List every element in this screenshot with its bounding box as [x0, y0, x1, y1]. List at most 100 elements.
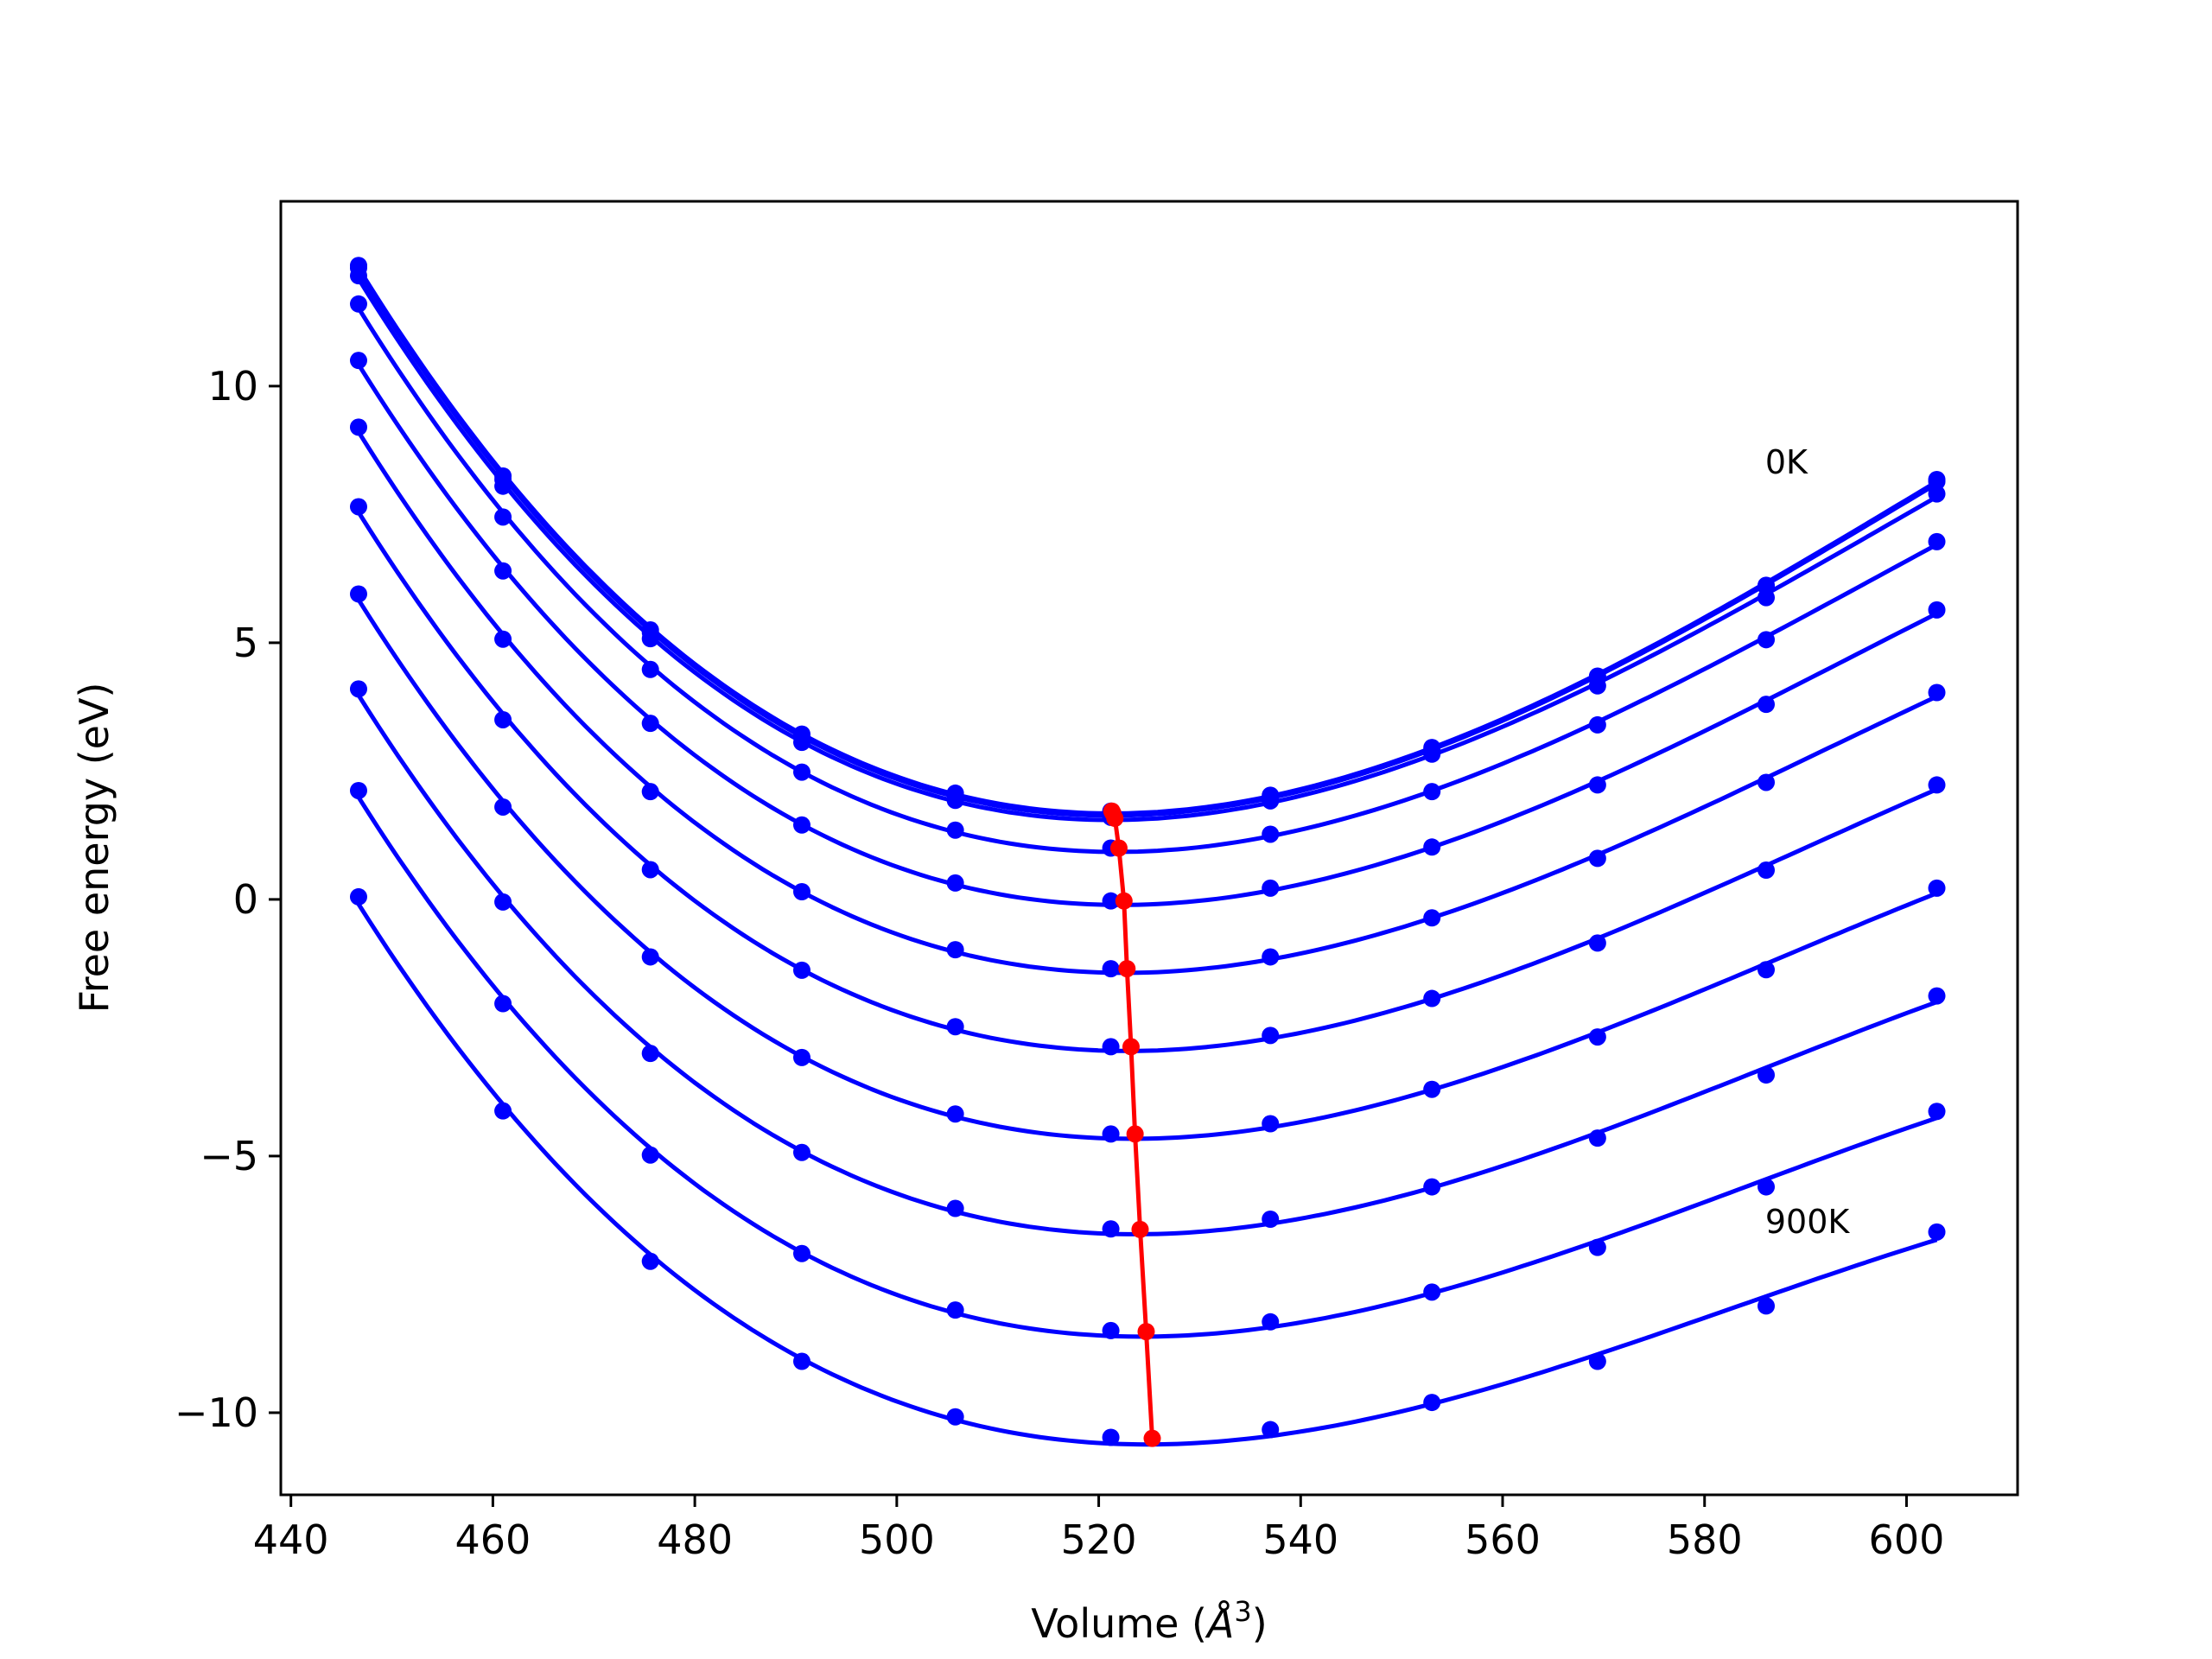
data-point: [641, 861, 659, 879]
data-point: [1758, 631, 1776, 649]
series-line: [356, 598, 1938, 1141]
data-point: [1758, 1178, 1776, 1196]
data-point: [1758, 961, 1776, 979]
minimum-point: [1137, 1323, 1155, 1341]
data-point: [1262, 879, 1280, 897]
data-point: [641, 783, 659, 801]
data-point: [1102, 1428, 1120, 1446]
data-point: [1928, 776, 1946, 794]
data-point: [1928, 879, 1946, 897]
data-point: [1262, 825, 1280, 843]
x-tick-label: 480: [657, 1516, 733, 1563]
x-tick-label: 440: [253, 1516, 329, 1563]
x-tick-label: 580: [1667, 1516, 1743, 1563]
y-tick-label: −10: [175, 1389, 258, 1436]
data-point: [946, 941, 964, 959]
data-point: [349, 498, 367, 516]
series-group: [349, 257, 1946, 1447]
x-axis-label-text: Volume (: [1031, 1600, 1207, 1647]
data-point: [349, 680, 367, 698]
minimum-point: [1143, 1429, 1161, 1447]
data-point: [494, 508, 512, 526]
data-point: [1102, 1220, 1120, 1238]
data-point: [793, 816, 810, 834]
minimum-point: [1115, 892, 1133, 910]
data-point: [1262, 948, 1280, 966]
data-point: [793, 1143, 810, 1161]
data-point: [494, 798, 512, 816]
data-point: [1262, 1115, 1280, 1133]
data-point: [946, 874, 964, 892]
data-point: [349, 295, 367, 313]
data-point: [494, 477, 512, 495]
data-point: [1588, 849, 1606, 868]
data-point: [1928, 683, 1946, 702]
data-point: [1423, 838, 1441, 856]
series-line: [356, 307, 1938, 855]
data-point: [1423, 783, 1441, 801]
series-line: [356, 430, 1938, 976]
data-point: [1758, 861, 1776, 880]
data-point: [1423, 1178, 1441, 1196]
data-point: [1262, 1210, 1280, 1228]
series-8: [349, 680, 1946, 1238]
y-tick-label: 5: [233, 620, 258, 666]
data-point: [1588, 1352, 1606, 1370]
y-tick-label: −5: [200, 1133, 258, 1179]
minimum-point: [1118, 960, 1136, 978]
data-point: [1758, 773, 1776, 791]
data-point: [349, 267, 367, 285]
data-point: [1928, 1103, 1946, 1121]
annotations: 0K 900K: [1765, 443, 1851, 1241]
annotation-900k: 900K: [1765, 1203, 1851, 1241]
data-point: [793, 763, 810, 781]
data-point: [946, 1199, 964, 1217]
x-tick-label: 540: [1262, 1516, 1338, 1563]
data-point: [349, 585, 367, 603]
data-point: [494, 630, 512, 648]
x-tick-label: 560: [1465, 1516, 1541, 1563]
data-point: [1588, 1028, 1606, 1046]
data-point: [1423, 1394, 1441, 1412]
data-point: [1928, 473, 1946, 491]
x-tick-label: 520: [1061, 1516, 1137, 1563]
data-point: [793, 1352, 810, 1370]
data-point: [641, 715, 659, 733]
series-line: [356, 270, 1938, 818]
data-point: [494, 1102, 512, 1120]
data-point: [641, 630, 659, 648]
series-5: [349, 418, 1946, 978]
data-point: [1758, 1066, 1776, 1084]
data-point: [1928, 485, 1946, 503]
data-point: [1588, 776, 1606, 794]
data-point: [1102, 1321, 1120, 1339]
data-point: [1102, 1038, 1120, 1056]
data-point: [494, 562, 512, 580]
data-point: [793, 734, 810, 752]
series-6: [349, 498, 1946, 1056]
data-point: [1588, 1238, 1606, 1256]
data-point: [1758, 588, 1776, 607]
data-point: [1423, 909, 1441, 927]
series-line: [356, 511, 1938, 1053]
data-point: [1423, 989, 1441, 1007]
data-point: [1102, 960, 1120, 978]
data-point: [1928, 601, 1946, 619]
series-4: [349, 352, 1946, 910]
series-7: [349, 585, 1946, 1143]
minimum-point: [1122, 1038, 1140, 1056]
data-point: [641, 948, 659, 966]
data-point: [1423, 1080, 1441, 1098]
data-point: [641, 660, 659, 678]
series-line: [356, 277, 1938, 823]
data-point: [1423, 745, 1441, 763]
data-point: [1588, 934, 1606, 952]
y-tick-label: 0: [233, 876, 258, 923]
data-point: [349, 887, 367, 906]
data-point: [946, 1301, 964, 1319]
data-point: [641, 1252, 659, 1270]
data-point: [349, 781, 367, 799]
x-tick-label: 600: [1869, 1516, 1945, 1563]
data-point: [494, 893, 512, 911]
